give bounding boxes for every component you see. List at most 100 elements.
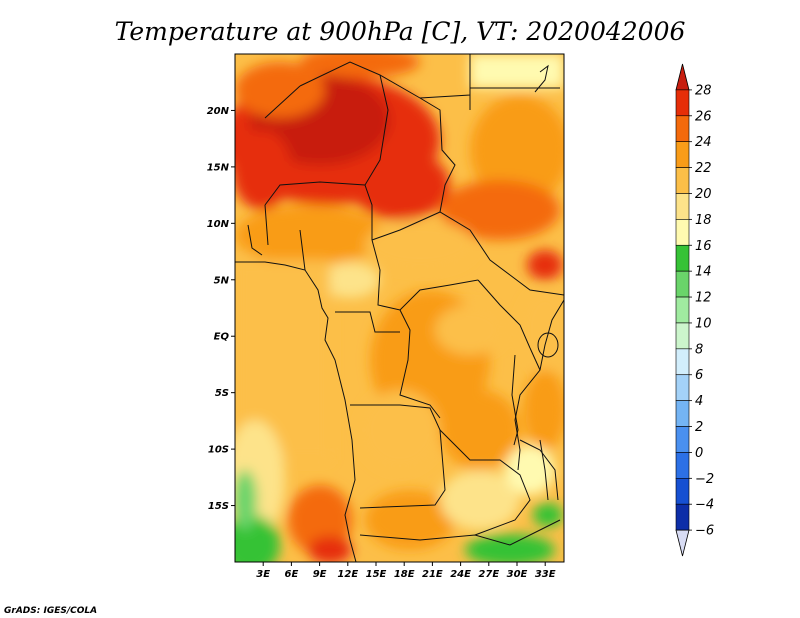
- temperature-region: [235, 62, 325, 118]
- temperature-region: [465, 534, 555, 562]
- lake-victoria: [537, 332, 559, 358]
- colorbar-label: 4: [695, 394, 703, 409]
- temperature-region: [235, 130, 292, 210]
- temperature-region: [440, 470, 520, 530]
- x-tick-label: 9E: [313, 569, 327, 580]
- colorbar-label: 0: [695, 446, 703, 461]
- x-tick-label: 30E: [507, 569, 528, 580]
- temperature-region: [505, 445, 555, 495]
- temperature-region: [440, 180, 560, 240]
- border-line: [469, 87, 560, 110]
- border-line: [264, 181, 366, 206]
- colorbar-swatch: [675, 141, 690, 168]
- colorbar-label: 12: [695, 291, 712, 306]
- temperature-region: [527, 250, 563, 280]
- colorbar-swatch: [675, 296, 690, 324]
- colorbar-swatch: [675, 348, 690, 376]
- temperature-region: [235, 205, 385, 265]
- x-tick-label: 27E: [478, 569, 499, 580]
- colorbar-swatch: [675, 322, 690, 350]
- temperature-region: [360, 390, 440, 470]
- border-line: [299, 61, 389, 240]
- y-tick-label: 5N: [214, 275, 230, 286]
- border-line: [371, 211, 564, 296]
- colorbar-swatch: [675, 478, 690, 505]
- colorbar-label: 22: [695, 161, 712, 176]
- chart-title: Temperature at 900hPa [C], VT: 202004200…: [115, 17, 686, 46]
- x-tick-label: 24E: [450, 569, 471, 580]
- colorbar-swatch: [675, 89, 690, 117]
- colorbar-swatch: [675, 426, 690, 453]
- colorbar-label: −2: [695, 472, 714, 487]
- colorbar-label: 26: [695, 109, 712, 124]
- colorbar-label: 28: [695, 83, 712, 98]
- temperature-region: [533, 503, 563, 527]
- colorbar-label: 16: [695, 239, 712, 254]
- colorbar-swatch: [675, 244, 690, 272]
- colorbar-swatch: [675, 193, 690, 220]
- temperature-region: [320, 262, 380, 298]
- colorbar-swatch: [675, 219, 690, 246]
- country-borders: [235, 54, 564, 562]
- colorbar-label: −4: [695, 498, 714, 513]
- colorbar-max-arrow: [675, 63, 690, 91]
- y-tick-label: 20N: [207, 106, 230, 117]
- border-line: [264, 85, 301, 119]
- y-tick-label: 10S: [208, 445, 229, 456]
- colorbar-label: 20: [695, 187, 712, 202]
- red-sea-coast: [534, 64, 549, 93]
- y-tick-label: 15N: [207, 162, 230, 173]
- border-line: [247, 224, 263, 256]
- border-line: [477, 279, 531, 349]
- border-line: [514, 299, 564, 471]
- credit-label: GrADS: IGES/COLA: [4, 606, 97, 616]
- y-tick-label: 15S: [208, 501, 229, 512]
- colorbar-label: 6: [695, 368, 703, 383]
- colorbar-swatch: [675, 270, 690, 298]
- x-tick-label: 12E: [337, 569, 358, 580]
- colorbar-label: 8: [695, 342, 703, 357]
- temperature-region: [308, 536, 352, 562]
- colorbar-min-arrow: [675, 529, 690, 557]
- border-line: [235, 261, 357, 562]
- temperature-region: [300, 54, 420, 78]
- colorbar-label: 24: [695, 135, 712, 150]
- colorbar-swatch: [675, 167, 690, 194]
- lake-tanganyika: [511, 354, 519, 446]
- x-tick-label: 33E: [535, 569, 556, 580]
- plot-frame: [234, 53, 565, 563]
- colorbar-label: 14: [695, 265, 712, 280]
- x-tick-label: 6E: [285, 569, 299, 580]
- colorbar-label: 18: [695, 213, 712, 228]
- x-axis: 3E 6E 9E 12E 15E 18E 21E 24E 27E 30E 33E: [256, 562, 556, 580]
- border-line: [264, 204, 269, 246]
- temperature-region: [470, 54, 564, 88]
- colorbar-label: 10: [695, 316, 712, 331]
- border-line: [359, 519, 561, 546]
- lake-malawi: [539, 439, 549, 501]
- colorbar-label: −6: [695, 524, 714, 539]
- colorbar-swatch: [675, 115, 690, 142]
- y-tick-label: EQ: [214, 332, 230, 343]
- border-line: [529, 347, 541, 371]
- border-line: [399, 309, 441, 419]
- border-line: [519, 439, 559, 501]
- border-line: [335, 311, 400, 333]
- border-line: [439, 429, 531, 536]
- temperature-region: [365, 220, 475, 270]
- x-tick-label: 3E: [256, 569, 270, 580]
- colorbar-swatch: [675, 452, 690, 479]
- colorbar-swatch: [675, 503, 690, 531]
- temperature-region: [523, 370, 564, 450]
- y-tick-label: 10N: [207, 219, 230, 230]
- x-tick-label: 21E: [422, 569, 443, 580]
- temperature-region: [435, 305, 505, 355]
- colorbar-swatch: [675, 400, 690, 427]
- x-tick-label: 18E: [394, 569, 415, 580]
- y-axis: 20N 15N 10N 5N EQ 5S 10S 15S: [207, 106, 235, 512]
- colorbar-label: 2: [695, 420, 703, 435]
- temperature-region: [235, 470, 257, 530]
- plot-area: [235, 54, 564, 562]
